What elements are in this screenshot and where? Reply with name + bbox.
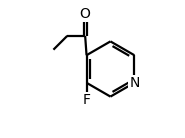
Text: N: N: [129, 76, 139, 90]
Text: F: F: [83, 93, 90, 107]
Text: O: O: [80, 7, 91, 21]
